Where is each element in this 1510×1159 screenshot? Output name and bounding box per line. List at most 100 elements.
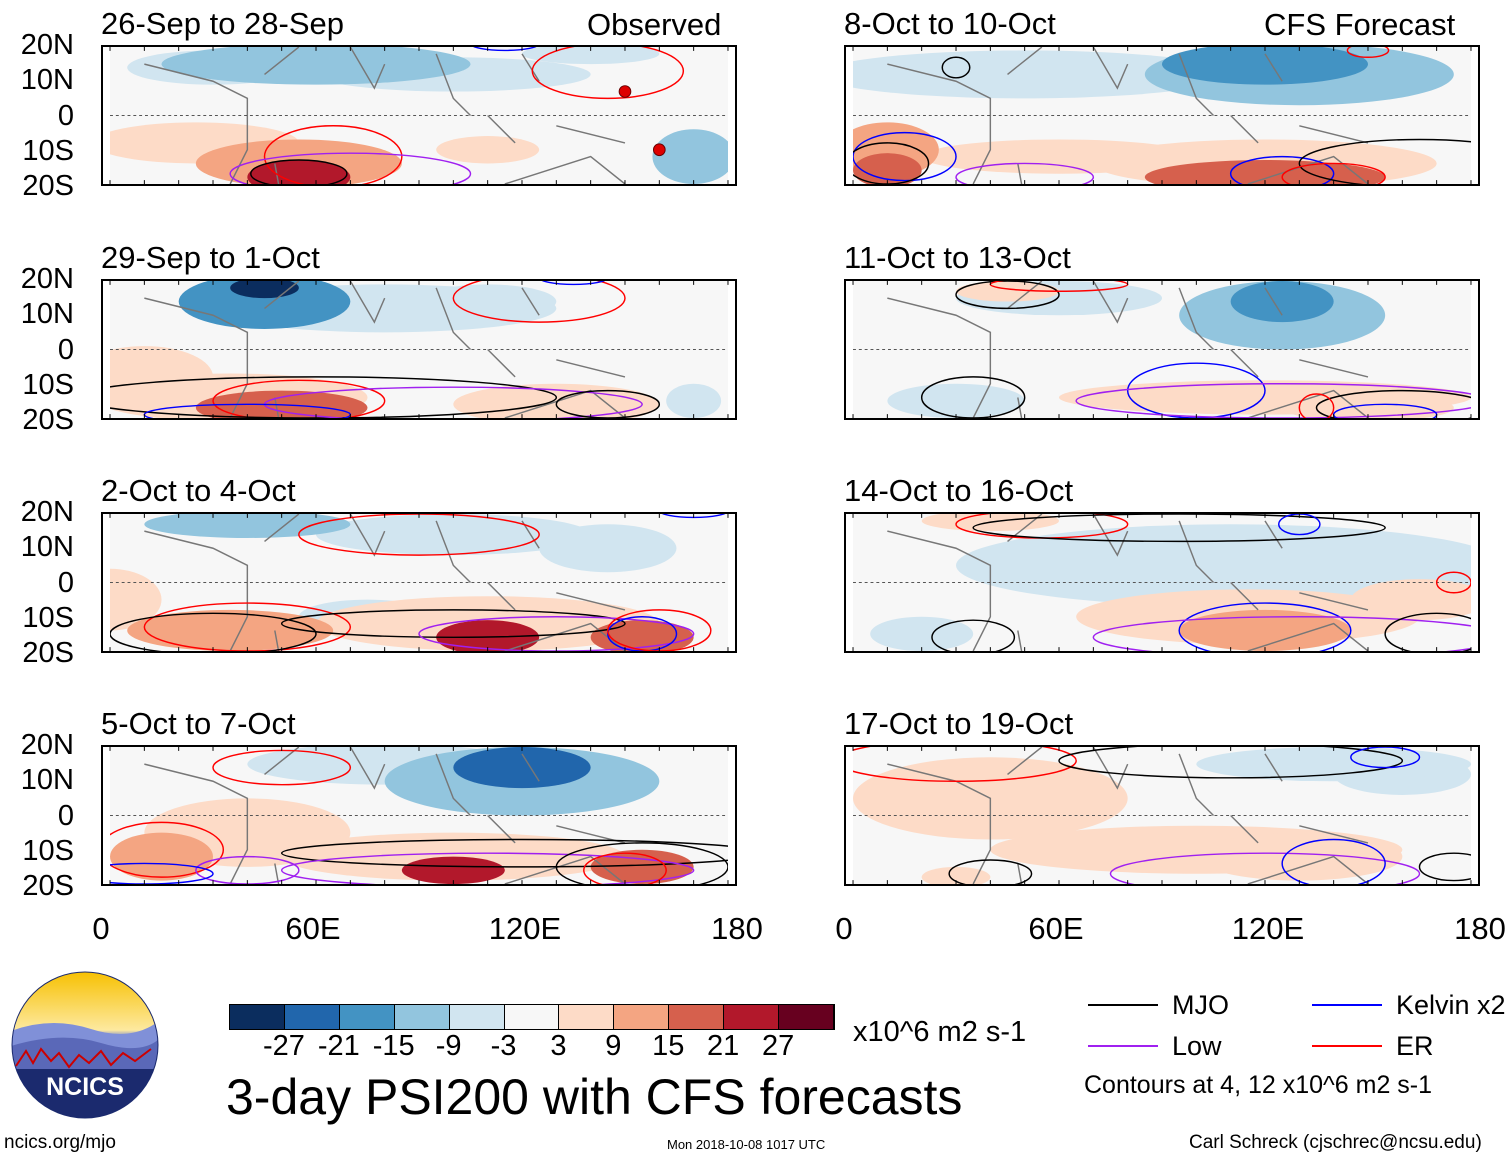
- coastline: [144, 281, 626, 418]
- low-contour: [1075, 383, 1471, 418]
- mjo-contour: [972, 514, 1386, 543]
- observed-label: Observed: [587, 7, 722, 42]
- kelvin-contour: [1126, 362, 1266, 418]
- legend-label: MJO: [1172, 990, 1229, 1020]
- colorbar-tick: 9: [605, 1030, 622, 1062]
- y-tick-label: 10S: [22, 834, 74, 867]
- er-contour: [583, 852, 667, 884]
- map-panel: [844, 279, 1480, 420]
- mjo-contour: [250, 159, 348, 184]
- colorbar-units: x10^6 m2 s-1: [853, 1016, 1027, 1048]
- anomaly-region: [110, 832, 214, 881]
- mjo-contour: [555, 389, 661, 418]
- er-contour: [853, 747, 1077, 782]
- panel-title: 14-Oct to 16-Oct: [844, 473, 1074, 508]
- mjo-contour: [1315, 389, 1471, 418]
- map-panel: [844, 45, 1480, 186]
- er-contour: [110, 821, 225, 878]
- x-tick-label: 180: [1454, 911, 1506, 946]
- colorbar-tick: 27: [761, 1030, 795, 1062]
- anomaly-region: [1230, 281, 1334, 323]
- anomaly-region: [956, 281, 1060, 302]
- colorbar-tick: -9: [435, 1030, 462, 1062]
- anomaly-region: [539, 524, 677, 573]
- coastline: [887, 47, 1369, 184]
- y-tick-label: 10N: [20, 64, 74, 97]
- mjo-contour: [555, 842, 728, 884]
- kelvin-contour: [110, 862, 214, 884]
- anomaly-region: [1196, 747, 1471, 782]
- colorbar-swatch: [559, 1005, 615, 1029]
- y-tick-label: 20N: [20, 29, 74, 61]
- contours-note: Contours at 4, 12 x10^6 m2 s-1: [1084, 1071, 1433, 1099]
- anomaly-region: [281, 832, 625, 881]
- colorbar-swatch: [504, 1005, 560, 1029]
- mjo-contour: [280, 609, 626, 639]
- colorbar-swatch: [284, 1005, 340, 1029]
- anomaly-region: [178, 281, 351, 329]
- y-tick-label: 10S: [22, 134, 74, 167]
- y-tick-label: 10S: [22, 368, 74, 401]
- colorbar-tick: -3: [490, 1030, 517, 1062]
- forecast-label: CFS Forecast: [1264, 7, 1456, 42]
- er-contour: [531, 47, 685, 100]
- colorbar: [229, 1004, 835, 1030]
- y-tick-label: 0: [57, 333, 74, 366]
- mjo-contour: [1058, 747, 1403, 779]
- anomaly-region: [887, 383, 1025, 418]
- map-panel: [101, 512, 737, 653]
- colorbar-tick: 21: [707, 1030, 740, 1062]
- legend-line-kelvin: [1312, 1004, 1382, 1006]
- timestamp: Mon 2018-10-08 1017 UTC: [667, 1137, 826, 1152]
- y-tick-label: 10N: [20, 764, 74, 797]
- map-panel: [844, 512, 1480, 653]
- map-panel: [101, 279, 737, 420]
- mjo-contour: [1384, 612, 1471, 651]
- er-contour: [298, 514, 540, 556]
- colorbar-swatch: [339, 1005, 395, 1029]
- anomaly-region: [144, 514, 351, 538]
- map-panel: [101, 45, 737, 186]
- anomaly-region: [161, 47, 471, 85]
- anomaly-region: [1196, 832, 1403, 881]
- figure-title: 3-day PSI200 with CFS forecasts: [226, 1069, 963, 1125]
- y-tick-label: 10N: [20, 531, 74, 564]
- y-tick-label: 20S: [22, 637, 74, 669]
- x-tick-label: 0: [92, 911, 110, 946]
- y-tick-label: 20N: [20, 729, 74, 761]
- low-contour: [195, 855, 300, 884]
- kelvin-contour: [853, 131, 957, 182]
- colorbar-swatch: [230, 1005, 285, 1029]
- legend-label: ER: [1396, 1031, 1434, 1061]
- y-tick-label: 10S: [22, 601, 74, 634]
- low-contour: [281, 852, 695, 884]
- low-contour: [1109, 852, 1421, 884]
- anomaly-region: [590, 849, 694, 884]
- anomaly-region: [127, 609, 334, 651]
- colorbar-tick: 3: [550, 1030, 567, 1062]
- anomaly-region: [921, 866, 991, 884]
- legend-label: Kelvin x2: [1396, 990, 1506, 1020]
- colorbar-tick: 15: [652, 1030, 685, 1062]
- kelvin-contour: [1178, 602, 1352, 651]
- y-tick-label: 20S: [22, 404, 74, 436]
- mjo-contour: [1418, 852, 1471, 882]
- mjo-contour: [955, 281, 1060, 310]
- url-link[interactable]: ncics.org/mjo: [4, 1132, 116, 1153]
- panel-title: 2-Oct to 4-Oct: [101, 473, 296, 508]
- x-tick-label: 120E: [1231, 911, 1305, 946]
- kelvin-contour: [473, 47, 537, 52]
- panel-title: 11-Oct to 13-Oct: [844, 240, 1071, 275]
- colorbar-tick: -27: [262, 1030, 305, 1062]
- y-tick-label: 20N: [20, 263, 74, 295]
- er-contour: [1435, 571, 1471, 594]
- storm-marker-icon: [618, 85, 632, 98]
- legend-line-low: [1088, 1045, 1158, 1047]
- mjo-contour: [110, 612, 317, 651]
- colorbar-swatch: [394, 1005, 450, 1029]
- low-contour: [955, 162, 1095, 184]
- ncics-logo: NCICS: [11, 971, 159, 1124]
- y-tick-label: 0: [57, 99, 74, 132]
- coastline: [887, 514, 1369, 651]
